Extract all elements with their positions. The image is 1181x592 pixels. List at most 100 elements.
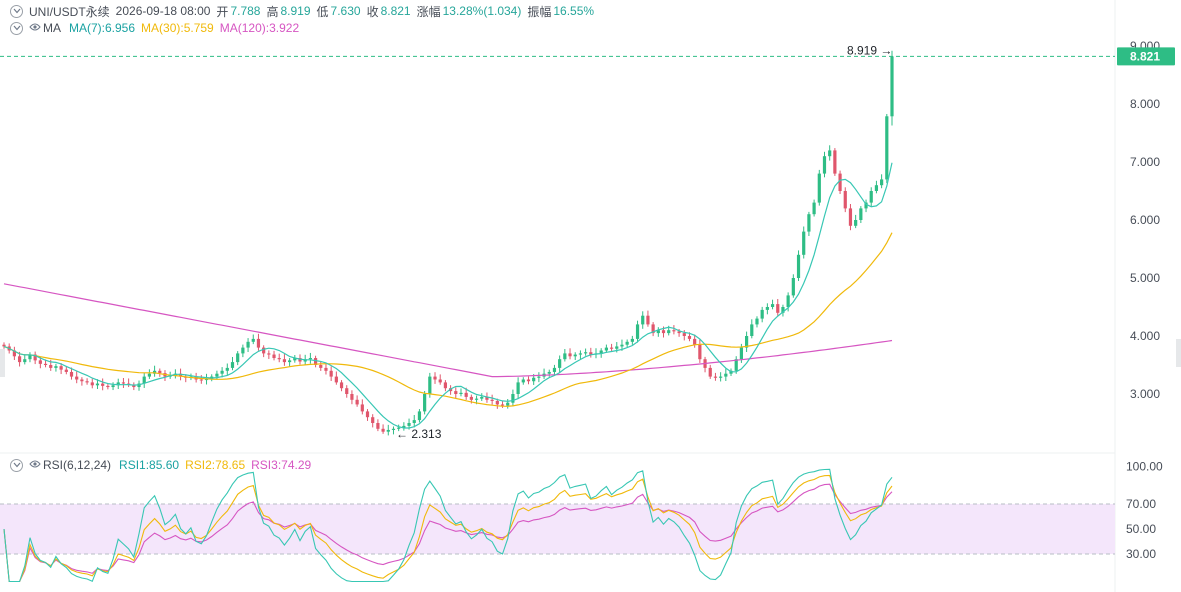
- candle-body: [454, 391, 458, 394]
- candle-body: [402, 425, 406, 428]
- ma7-line: [3, 162, 893, 429]
- candle-body: [80, 379, 84, 382]
- candle-body: [49, 365, 53, 368]
- candle-body: [282, 359, 287, 363]
- chevron-down-icon[interactable]: [10, 458, 23, 472]
- candle-body: [599, 350, 603, 354]
- last-price-label: 8.821: [1130, 49, 1160, 63]
- candle-body: [604, 347, 608, 351]
- min-price-label: ← 2.313: [396, 427, 442, 441]
- candle-body: [635, 324, 640, 339]
- candle-body: [428, 376, 432, 394]
- candle-body: [656, 330, 660, 334]
- candle-body: [506, 402, 510, 406]
- rsi-tick-label: 100.00: [1126, 460, 1163, 474]
- candle-body: [719, 376, 723, 378]
- close-value: 8.821: [380, 4, 411, 18]
- candle-body: [573, 354, 577, 357]
- candle-body: [854, 220, 858, 226]
- candle-body: [225, 367, 229, 371]
- candle-body: [251, 338, 255, 342]
- candle-body: [2, 344, 6, 347]
- candle-body: [807, 214, 811, 232]
- candle-body: [230, 362, 235, 368]
- candle-body: [698, 344, 702, 360]
- candle-body: [651, 324, 655, 334]
- eye-icon[interactable]: [29, 21, 41, 35]
- candle-body: [106, 385, 110, 388]
- candle-body: [85, 381, 89, 383]
- candle-body: [796, 254, 801, 278]
- candle-body: [568, 353, 572, 357]
- candle-body: [687, 336, 692, 339]
- candle-body: [765, 307, 769, 310]
- candle-body: [516, 382, 520, 394]
- candle-body: [776, 304, 780, 313]
- candle-body: [397, 427, 401, 429]
- chevron-down-icon[interactable]: [10, 21, 23, 35]
- candle-body: [833, 150, 837, 174]
- candle-body: [682, 333, 686, 336]
- candle-body: [760, 309, 764, 319]
- candle-body: [220, 370, 224, 374]
- candle-body: [116, 382, 120, 386]
- candle-body: [324, 367, 328, 371]
- candle-body: [812, 202, 816, 215]
- candle-body: [859, 208, 863, 220]
- candle-body: [646, 315, 650, 325]
- ma30-line: [3, 232, 893, 407]
- candle-body: [90, 382, 94, 386]
- right-scroll-handle[interactable]: [1176, 339, 1181, 367]
- left-scroll-handle[interactable]: [0, 349, 5, 377]
- candle-body: [874, 185, 879, 191]
- candle-body: [215, 373, 219, 377]
- candle-body: [786, 295, 790, 307]
- candle-body: [885, 116, 889, 180]
- ma120-value: MA(120):3.922: [219, 21, 300, 35]
- amplitude-value: 16.55%: [553, 4, 595, 18]
- candle-body: [693, 338, 697, 345]
- candle-body: [532, 377, 536, 382]
- candle-body: [781, 307, 785, 313]
- candle-body: [23, 359, 27, 363]
- candle-body: [101, 383, 105, 386]
- candle-body: [334, 376, 338, 383]
- candle-body: [111, 385, 115, 388]
- candle-body: [770, 304, 775, 307]
- candle-body: [495, 400, 499, 405]
- candle-body: [69, 371, 74, 377]
- candle-body: [350, 394, 354, 400]
- candle-body: [246, 341, 250, 348]
- candle-body: [890, 56, 894, 117]
- candle-body: [750, 324, 754, 336]
- candle-body: [739, 347, 744, 360]
- candle-body: [386, 429, 390, 432]
- rsi-tick-label: 50.00: [1126, 522, 1156, 536]
- candle-body: [485, 396, 489, 400]
- candle-body: [864, 202, 868, 209]
- candle-body: [552, 367, 557, 372]
- open-label: 开: [216, 4, 229, 19]
- candle-body: [615, 346, 619, 349]
- candle-body: [121, 382, 126, 384]
- candle-body: [38, 360, 42, 364]
- candle-body: [724, 373, 728, 377]
- rsi1-line: [3, 468, 893, 583]
- candle-body: [838, 173, 842, 191]
- candle-body: [17, 356, 22, 363]
- eye-icon[interactable]: [29, 458, 41, 472]
- candle-body: [817, 173, 821, 203]
- candle-body: [511, 394, 515, 403]
- candle-body: [563, 353, 567, 360]
- candle-body: [371, 417, 375, 423]
- chevron-down-icon[interactable]: [10, 4, 23, 18]
- candle-body: [578, 353, 583, 355]
- rsi3-line: [3, 483, 893, 583]
- low-label: 低: [316, 4, 329, 19]
- candle-body: [869, 191, 873, 203]
- rsi-legend: RSI(6,12,24) RSI1:85.60 RSI2:78.65 RSI3:…: [10, 456, 317, 474]
- last-price-tag: [1117, 47, 1175, 66]
- candle-body: [329, 370, 333, 377]
- symbol-name: UNI/USDT永续: [29, 4, 110, 19]
